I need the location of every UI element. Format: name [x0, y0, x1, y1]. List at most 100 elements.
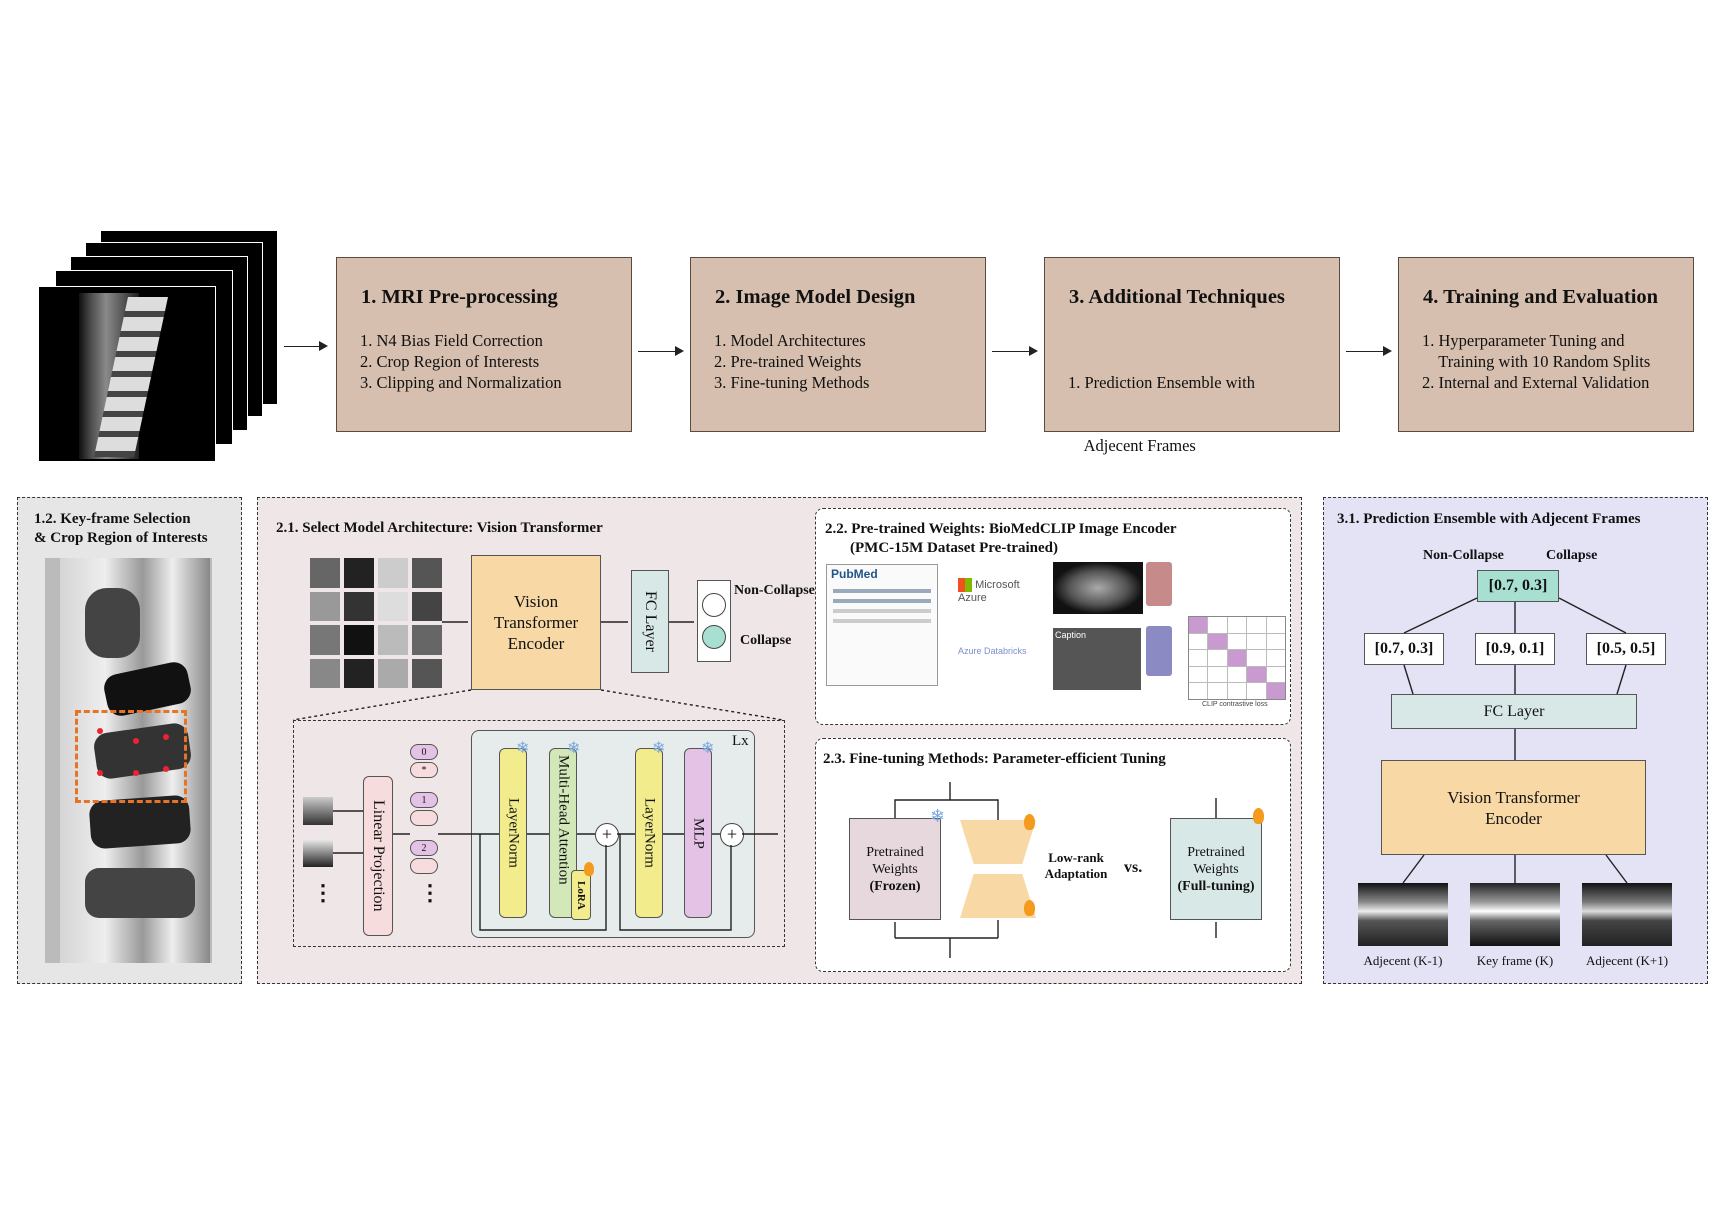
databricks-label: Azure Databricks: [958, 646, 1027, 656]
vit-encoder-box: Vision Transformer Encoder: [1381, 760, 1646, 855]
snowflake-icon: ❄: [516, 740, 530, 757]
stage-items: 1. Model Architectures 2. Pre-trained We…: [714, 330, 869, 393]
token-group: 0 * 1 2: [410, 744, 438, 874]
patch-ellipsis: ⋮: [312, 880, 334, 905]
pubmed-document: PubMed: [826, 564, 938, 686]
fire-icon: [1024, 900, 1035, 916]
panel-image-model-design: 2.1. Select Model Architecture: Vision T…: [257, 497, 1302, 984]
fc-layer-box: FC Layer: [631, 570, 669, 673]
caption-block: Caption: [1053, 628, 1141, 690]
fc-layer-label: FC Layer: [642, 591, 659, 652]
panel-2-connectors: [292, 621, 784, 931]
mlp-box: MLP: [684, 748, 712, 918]
prediction-box: [0.7, 0.3]: [1364, 633, 1444, 665]
stage-item: 1. N4 Bias Field Correction: [360, 331, 543, 350]
snowflake-icon: ❄: [652, 740, 666, 757]
frame-label: Key frame (K): [1476, 953, 1554, 968]
landmark-dot: [163, 766, 169, 772]
stage-item: Adjecent Frames: [1068, 436, 1196, 455]
output-circle-noncollapse: [702, 593, 726, 617]
stage-item: 1. Prediction Ensemble with: [1068, 373, 1255, 392]
add-node: +: [595, 823, 619, 847]
text-encoder-block: [1146, 626, 1172, 676]
vit-detail-box: [293, 720, 785, 947]
frame-label: Adjecent (K+1): [1585, 953, 1669, 968]
panel-keyframe-selection: 1.2. Key-frame Selection & Crop Region o…: [17, 497, 242, 984]
panel-title: 3.1. Prediction Ensemble with Adjecent F…: [1337, 511, 1641, 527]
token-embed: [410, 858, 438, 874]
lora-label: LoRA: [575, 880, 587, 910]
panel-title: 2.1. Select Model Architecture: Vision T…: [276, 520, 603, 536]
frame-label: Adjecent (K-1): [1363, 953, 1443, 968]
layernorm-label: LayerNorm: [505, 798, 522, 868]
output-label-noncollapse: Non-Collapse: [734, 583, 815, 598]
frame-image-k: [1470, 883, 1560, 946]
mri-front-slice: [38, 286, 216, 462]
token-position: 1: [410, 792, 438, 808]
lora-down-projection: [960, 820, 1036, 864]
image-encoder-block: [1146, 562, 1172, 606]
stage-item: 2. Internal and External Validation: [1422, 373, 1650, 392]
token-position: 0: [410, 744, 438, 760]
fire-icon: [1253, 808, 1264, 824]
panel-31-connectors: [1402, 597, 1628, 884]
azure-logo: Microsoft Azure: [958, 578, 1020, 604]
fire-icon: [584, 862, 594, 876]
image-patch-grid: [310, 558, 442, 688]
arrow: [992, 346, 1038, 356]
layernorm-2-box: LayerNorm: [635, 748, 663, 918]
lora-box: LoRA: [571, 870, 591, 920]
panel-title: & Crop Region of Interests: [34, 530, 208, 546]
clip-loss-label: CLIP contrastive loss: [1202, 701, 1268, 708]
stage-item: 2. Pre-trained Weights: [714, 352, 862, 371]
output-label-collapse: Collapse: [740, 633, 792, 648]
landmark-dot: [97, 728, 103, 734]
stage-item: 1. Hyperparameter Tuning and: [1422, 331, 1625, 350]
prediction-box: [0.5, 0.5]: [1586, 633, 1666, 665]
stage-title: 4. Training and Evaluation: [1423, 286, 1659, 308]
stage-training-evaluation: 4. Training and Evaluation 1. Hyperparam…: [1398, 257, 1694, 432]
token-cls: *: [410, 762, 438, 778]
landmark-dot: [163, 734, 169, 740]
stage-items: 1. Hyperparameter Tuning and Training wi…: [1422, 330, 1650, 393]
stage-title: 1. MRI Pre-processing: [361, 286, 558, 308]
panel-title: 1.2. Key-frame Selection: [34, 511, 191, 527]
panel-title: (PMC-15M Dataset Pre-trained): [850, 540, 1058, 556]
arrow: [1346, 346, 1392, 356]
fire-icon: [1024, 814, 1035, 830]
stage-items: 1. N4 Bias Field Correction 2. Crop Regi…: [360, 330, 562, 393]
similarity-matrix: [1188, 616, 1286, 700]
token-ellipsis: ⋮: [419, 880, 441, 905]
arrow: [284, 341, 328, 351]
mha-box: Multi-Head Attention: [549, 748, 577, 918]
landmark-dot: [133, 738, 139, 744]
pubmed-logo: PubMed: [831, 567, 878, 581]
stage-title: 3. Additional Techniques: [1069, 286, 1285, 308]
stage-item: 3. Clipping and Normalization: [360, 373, 562, 392]
fulltuning-weights-box: Pretrained Weights (Full-tuning): [1170, 818, 1262, 920]
arrow: [638, 346, 684, 356]
input-patch: [303, 797, 333, 825]
panel-prediction-ensemble: 3.1. Prediction Ensemble with Adjecent F…: [1323, 497, 1708, 984]
mha-label: Multi-Head Attention: [555, 755, 572, 885]
frame-image-k-minus-1: [1358, 883, 1448, 946]
crop-region-box: [75, 710, 187, 803]
frozen-weights-box: Pretrained Weights (Frozen): [849, 818, 941, 920]
token-embed: [410, 810, 438, 826]
lora-up-projection: [960, 874, 1036, 918]
layernorm-label: LayerNorm: [641, 798, 658, 868]
frame-image-k-plus-1: [1582, 883, 1672, 946]
snowflake-icon: ❄: [701, 740, 715, 757]
stage-item: 3. Fine-tuning Methods: [714, 373, 870, 392]
final-prediction-box: [0.7, 0.3]: [1477, 570, 1559, 602]
stage-additional-techniques: 3. Additional Techniques 1. Prediction E…: [1044, 257, 1340, 518]
vit-encoder-box: Vision Transformer Encoder: [471, 555, 601, 690]
stage-item: 1. Model Architectures: [714, 331, 866, 350]
label-collapse: Collapse: [1546, 548, 1598, 563]
stage-item: Training with 10 Random Splits: [1422, 352, 1651, 371]
layernorm-1-box: LayerNorm: [499, 748, 527, 918]
panel-23-connectors: [894, 782, 1217, 958]
fc-layer-box: FC Layer: [1391, 694, 1637, 729]
ct-image: [1053, 562, 1143, 614]
stage-title: 2. Image Model Design: [715, 286, 916, 308]
